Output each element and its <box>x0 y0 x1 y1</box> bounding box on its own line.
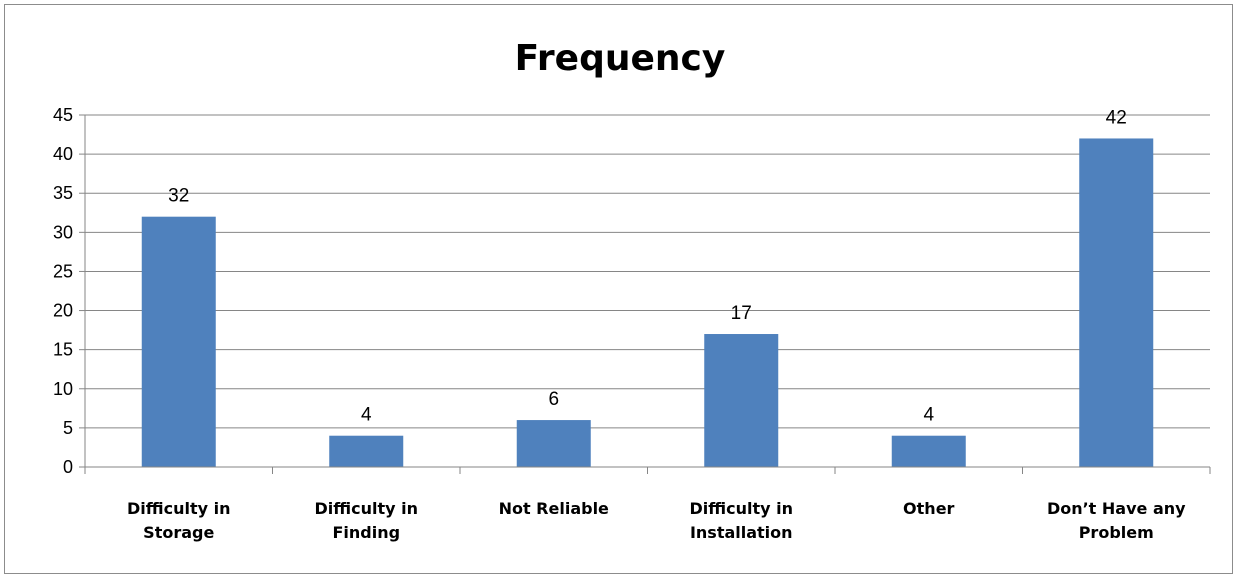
data-label: 42 <box>1106 107 1127 128</box>
category-label-line: Installation <box>690 523 793 542</box>
data-label: 17 <box>731 303 752 324</box>
y-tick-label: 45 <box>53 105 73 125</box>
y-axis-ticks: 0 5 10 15 20 25 30 35 40 45 <box>53 105 85 477</box>
y-tick-label: 10 <box>53 379 73 399</box>
bar <box>516 420 591 467</box>
bar <box>704 334 779 467</box>
category-label: Difficulty in Finding <box>315 499 419 542</box>
category-label: Difficulty in Installation <box>690 499 794 542</box>
bar <box>1079 138 1154 467</box>
y-tick-label: 30 <box>53 222 73 242</box>
category-label-line: Don’t Have any <box>1047 499 1186 518</box>
category-label: Not Reliable <box>499 499 609 518</box>
y-tick-label: 5 <box>63 418 73 438</box>
gridlines <box>85 114 1210 429</box>
category-label-line: Not Reliable <box>499 499 609 518</box>
data-labels: 32 4 6 17 4 42 <box>168 107 1127 425</box>
category-labels: Difficulty in Storage Difficulty in Finding… <box>127 499 1186 542</box>
category-label-line: Difficulty in <box>315 499 419 518</box>
data-label: 6 <box>548 389 559 410</box>
data-label: 32 <box>168 186 189 207</box>
category-label: Other <box>903 499 954 518</box>
bar <box>891 435 966 467</box>
category-label-line: Problem <box>1079 523 1154 542</box>
category-label-line: Difficulty in <box>127 499 231 518</box>
y-tick-label: 25 <box>53 261 73 281</box>
category-label-line: Difficulty in <box>690 499 794 518</box>
y-tick-label: 0 <box>63 457 73 477</box>
y-tick-label: 20 <box>53 301 73 321</box>
y-tick-label: 40 <box>53 144 73 164</box>
category-label-line: Storage <box>143 523 214 542</box>
data-label: 4 <box>361 405 372 426</box>
category-label-line: Finding <box>332 523 400 542</box>
axes <box>84 115 1211 474</box>
chart-title: Frequency <box>515 38 726 79</box>
category-label: Don’t Have any Problem <box>1047 499 1186 542</box>
bars <box>141 138 1154 467</box>
category-label: Difficulty in Storage <box>127 499 231 542</box>
y-tick-label: 15 <box>53 340 73 360</box>
bar <box>329 435 404 467</box>
bar <box>141 216 216 467</box>
category-label-line: Other <box>903 499 954 518</box>
y-tick-label: 35 <box>53 183 73 203</box>
data-label: 4 <box>923 405 934 426</box>
